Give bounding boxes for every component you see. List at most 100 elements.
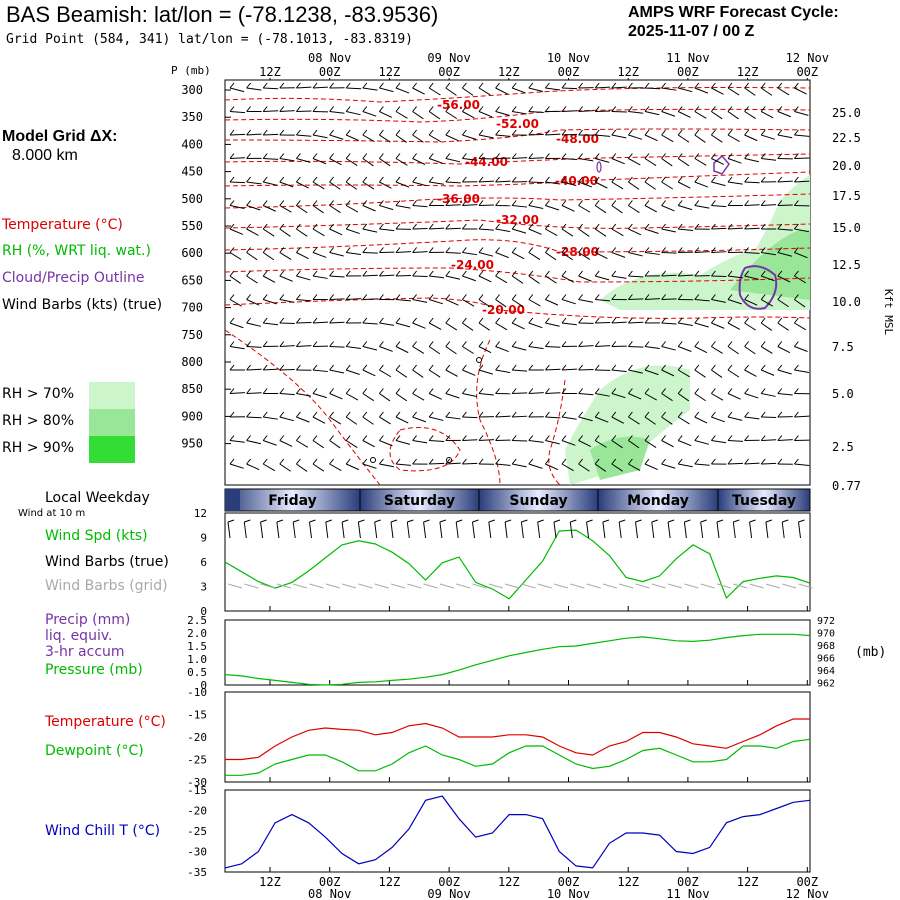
wind-barb-flag <box>561 200 567 206</box>
wind-barb-flag <box>229 458 235 465</box>
wind-barb <box>611 228 624 237</box>
wind-barb-grid <box>309 583 324 589</box>
time-tick-top: 12Z <box>737 65 759 79</box>
wind-barb-flag <box>528 388 534 394</box>
wind-barb-10m <box>618 521 622 539</box>
wind-barb <box>362 181 375 190</box>
wind-barb <box>512 440 528 442</box>
wind-barb <box>246 87 262 91</box>
wind-barb-flag <box>727 435 733 441</box>
wind-barb <box>727 299 742 305</box>
wind-barb <box>512 392 528 394</box>
wind-barb-flag <box>296 153 301 159</box>
wind-barb-flag <box>412 341 417 347</box>
wind-barb-flag <box>312 200 318 206</box>
wind-barb-flag <box>727 411 733 418</box>
wind-barb <box>263 322 279 326</box>
wind-height-label: Wind at 10 m <box>18 508 86 519</box>
wind-barb-flag <box>379 176 384 183</box>
wind-barb-flag <box>511 247 517 253</box>
wind-barb <box>777 439 793 441</box>
time-tick-bottom: 00Z <box>677 875 699 889</box>
wind-barb <box>462 134 477 140</box>
wind-barb-10m-flag <box>765 519 773 523</box>
wind-barb-flag <box>379 364 384 371</box>
wind-barb <box>744 462 760 465</box>
wind-barb-flag <box>478 153 484 159</box>
wind-barb-flag <box>379 106 384 112</box>
wind-barb <box>545 463 559 471</box>
wind-barb-flag <box>412 82 417 89</box>
wind-barb <box>694 416 708 424</box>
wind-barb-10m <box>765 521 769 539</box>
wind-barb-flag <box>744 341 749 347</box>
wind-barb-flag <box>694 294 700 300</box>
wind-barb-flag <box>777 388 783 394</box>
wind-barb <box>727 440 743 442</box>
wind-barb-flag <box>495 411 500 418</box>
wind-barb <box>628 181 640 190</box>
wind-barb <box>661 181 674 190</box>
wind-barb <box>412 416 427 423</box>
wind-barb <box>329 346 345 348</box>
wind-barb-10m-flag <box>716 519 724 523</box>
height-axis-label: Kft MSL <box>882 289 895 336</box>
wind-barb-flag <box>412 247 417 253</box>
wind-barb-grid <box>570 583 585 589</box>
wind-barb-flag <box>246 176 251 183</box>
wind-barb <box>379 346 393 352</box>
wind-barb <box>379 158 391 167</box>
label-temperature: Temperature (°C) <box>45 714 166 730</box>
wind-barb-flag <box>694 364 700 371</box>
series-line-pressure <box>224 633 811 686</box>
panel-frame <box>224 789 811 873</box>
series-line-temperature <box>225 718 810 761</box>
wind-barb <box>229 133 245 136</box>
wind-barb-flag <box>495 317 500 324</box>
wind-barb-10m <box>325 521 329 539</box>
wind-barb-10m-flag <box>667 519 675 523</box>
wind-barb <box>578 158 594 162</box>
wind-barb-flag <box>628 106 633 112</box>
wind-barb-flag <box>694 82 700 89</box>
wind-barb-flag <box>246 458 251 465</box>
wind-barb <box>644 440 657 448</box>
wind-barb <box>296 393 312 397</box>
wind-barb-flag <box>478 317 484 324</box>
wind-barb-flag <box>694 176 700 183</box>
wind-barb <box>512 157 528 159</box>
wind-barb <box>611 252 626 258</box>
wind-barb <box>445 134 459 142</box>
date-label-top: 11 Nov <box>666 51 709 65</box>
y-tick: -35 <box>187 866 207 879</box>
wind-barb <box>744 252 760 254</box>
wind-barb-flag <box>279 153 285 159</box>
height-tick: 7.5 <box>832 340 854 354</box>
wind-barb <box>329 298 345 300</box>
wind-barb-flag <box>445 388 451 394</box>
wind-barb-flag <box>279 435 285 441</box>
wind-barb-flag <box>279 341 285 347</box>
wind-barb-flag <box>412 317 417 324</box>
wind-barb <box>595 158 610 163</box>
wind-barb <box>296 252 309 260</box>
wind-barb <box>263 158 279 160</box>
wind-barb-10m <box>357 521 361 539</box>
wind-barb-10m <box>406 521 410 539</box>
wind-barb-flag <box>760 364 766 371</box>
wind-barb <box>246 252 258 261</box>
wind-barb-flag <box>794 129 799 136</box>
wind-barb <box>794 299 806 308</box>
y-tick: 6 <box>200 556 207 569</box>
date-label-bottom: 09 Nov <box>427 887 470 900</box>
wind-barb <box>429 158 443 164</box>
wind-barb-flag <box>511 364 517 371</box>
wind-barb-grid <box>537 583 552 589</box>
wind-barb-flag <box>462 223 467 230</box>
wind-barb <box>727 322 741 330</box>
wind-barb-10m <box>309 521 312 539</box>
wind-barb-flag <box>495 435 500 441</box>
wind-barb <box>727 181 743 185</box>
wind-barb-10m-flag <box>602 519 610 523</box>
wind-barb-flag <box>511 411 517 418</box>
